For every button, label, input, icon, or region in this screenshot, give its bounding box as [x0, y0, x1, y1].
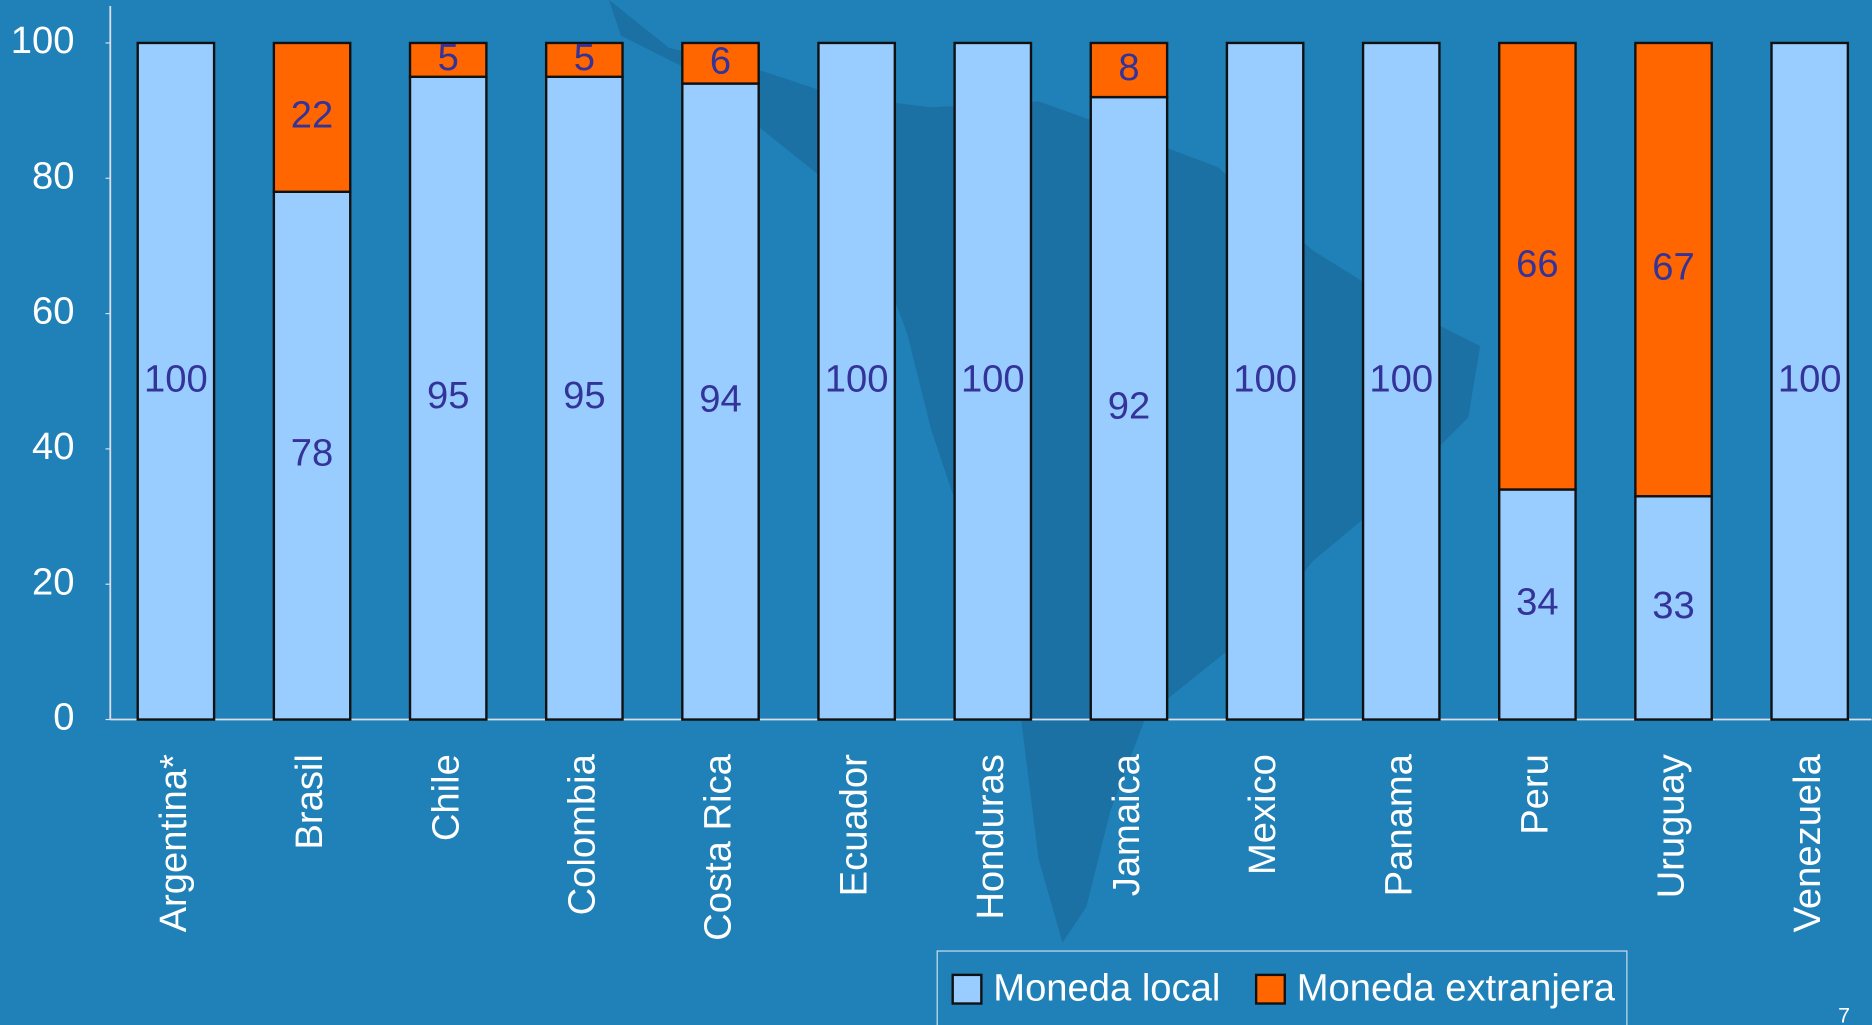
value-label: 95: [427, 374, 469, 417]
bar-segment: [1770, 41, 1850, 721]
x-tick-label: Colombia: [560, 753, 603, 915]
value-label: 100: [1233, 357, 1297, 400]
bar-segment: [1498, 488, 1577, 721]
value-label: 66: [1516, 242, 1558, 285]
value-label: 22: [291, 93, 333, 136]
bar-segment: [1361, 41, 1441, 721]
bar-segment: [1634, 495, 1713, 721]
x-tick-label: Uruguay: [1650, 753, 1693, 898]
value-label: 5: [574, 36, 595, 79]
page-number: 7: [1838, 1003, 1850, 1025]
value-label: 100: [961, 357, 1025, 400]
x-tick-label: Panama: [1377, 753, 1420, 896]
bar-segment: [1634, 41, 1713, 498]
y-tick-label: 40: [32, 425, 74, 468]
bar-segment: [1225, 41, 1305, 721]
value-label: 8: [1118, 46, 1139, 89]
x-tick-label: Brasil: [288, 754, 331, 849]
x-tick-label: Peru: [1513, 754, 1556, 835]
bar-segment: [408, 41, 488, 78]
legend-label: Moneda local: [993, 966, 1220, 1009]
y-tick-label: 60: [32, 290, 74, 333]
value-label: 33: [1652, 584, 1694, 627]
y-tick-label: 80: [32, 154, 74, 197]
x-tick-label: Honduras: [969, 754, 1012, 920]
bar-segment: [817, 41, 897, 721]
x-tick-label: Jamaica: [1105, 753, 1148, 896]
y-tick-label: 0: [53, 696, 74, 739]
bar-segment: [544, 41, 624, 78]
value-label: 5: [438, 36, 459, 79]
bar-segment: [136, 41, 216, 721]
value-label: 92: [1108, 384, 1150, 427]
value-label: 78: [291, 432, 333, 475]
x-tick-label: Chile: [424, 754, 467, 841]
x-tick-label: Mexico: [1241, 754, 1284, 875]
value-label: 100: [144, 357, 208, 400]
legend-label: Moneda extranjera: [1297, 966, 1616, 1009]
value-label: 67: [1652, 246, 1694, 289]
bar-segment: [272, 41, 352, 193]
legend-box: [936, 950, 1628, 1025]
value-label: 95: [563, 374, 605, 417]
bar-segment: [408, 75, 488, 721]
y-tick-label: 100: [11, 19, 75, 62]
value-label: 34: [1516, 581, 1558, 624]
bar-segment: [1498, 41, 1577, 491]
legend-swatch: [951, 973, 983, 1005]
bar-segment: [544, 75, 624, 721]
bar-segment: [953, 41, 1033, 721]
bar-segment: [1089, 41, 1169, 99]
x-tick-label: Ecuador: [833, 754, 876, 896]
value-label: 100: [1778, 357, 1842, 400]
y-tick-label: 20: [32, 560, 74, 603]
value-label: 94: [699, 378, 741, 421]
x-tick-label: Costa Rica: [697, 753, 740, 940]
x-tick-label: Argentina*: [152, 754, 195, 932]
bar-segment: [681, 41, 760, 85]
value-label: 6: [710, 39, 731, 82]
x-tick-label: Venezuela: [1786, 753, 1829, 932]
value-label: 100: [825, 357, 889, 400]
bar-segment: [272, 190, 352, 721]
legend-swatch: [1254, 973, 1286, 1005]
value-label: 100: [1369, 357, 1433, 400]
